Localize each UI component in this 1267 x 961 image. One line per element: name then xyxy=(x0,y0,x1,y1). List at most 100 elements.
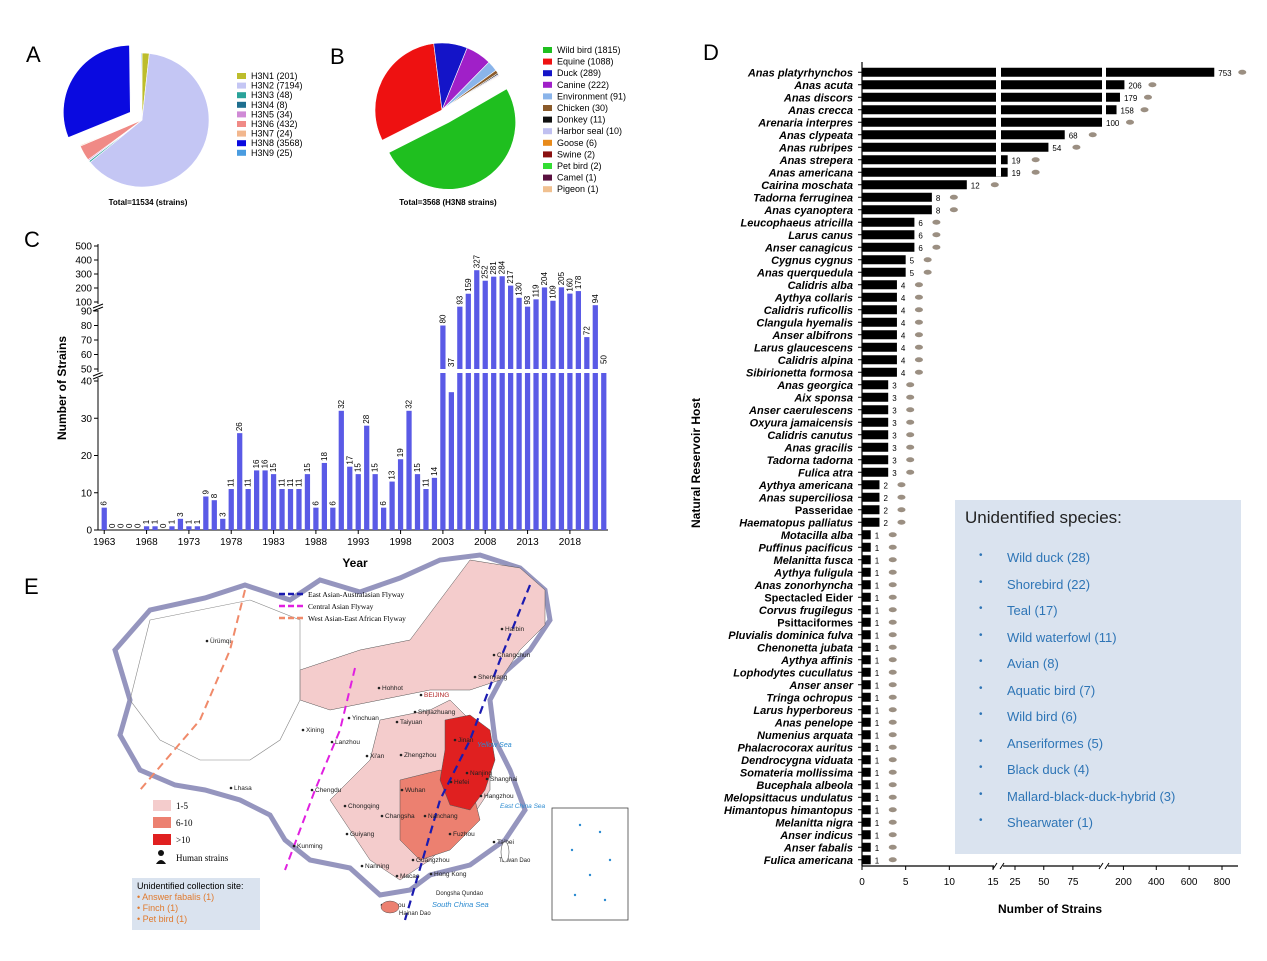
city-dot xyxy=(345,832,349,836)
city-dot xyxy=(485,777,489,781)
city-dot xyxy=(411,858,415,862)
chart-d-data-label-16: 5 xyxy=(910,269,915,278)
bird-icon xyxy=(888,707,897,713)
chart-c-bar-1978 xyxy=(228,489,234,530)
chart-d-bar-63 xyxy=(862,855,871,865)
chart-c-bar-1969 xyxy=(152,526,158,530)
chart-d-data-label-57: 1 xyxy=(875,781,880,790)
chart-d-category-label: Phalacrocorax auritus xyxy=(737,742,853,754)
chart-d-bar-25 xyxy=(862,380,889,390)
chart-d-data-label-32: 3 xyxy=(892,469,897,478)
chart-c-ytick-0: 0 xyxy=(86,526,92,537)
chart-d-bar-50 xyxy=(862,692,871,702)
city-dot xyxy=(205,639,209,643)
chart-c-bar-1980 xyxy=(245,489,251,530)
pie-a-legend-swatch-0 xyxy=(237,73,246,79)
panel-a-letter: A xyxy=(26,42,41,67)
pie-b-legend-swatch-6 xyxy=(543,116,552,123)
bird-icon xyxy=(888,844,897,850)
south-china-sea-inset xyxy=(551,807,629,921)
chart-d-bar-8 xyxy=(862,167,1008,177)
chart-c-data-label-1977: 3 xyxy=(218,512,227,517)
city-dot xyxy=(500,627,504,631)
pie-b-slice-12 xyxy=(441,75,501,111)
chart-d-data-label-35: 2 xyxy=(883,506,888,515)
chart-d-bar-1 xyxy=(862,80,1125,90)
bird-icon xyxy=(1031,157,1040,163)
chart-d-category-label: Anas querquedula xyxy=(756,267,853,279)
city-dot xyxy=(453,738,457,742)
bird-icon xyxy=(906,457,915,463)
chart-d-data-label-62: 1 xyxy=(875,844,880,853)
chart-c-bar-2002 xyxy=(431,477,438,530)
chart-d-bar-5 xyxy=(862,130,1065,140)
chart-d-bar-51 xyxy=(862,705,871,715)
chart-c-data-label-2017: 205 xyxy=(557,271,566,285)
bird-icon xyxy=(888,794,897,800)
bird-icon xyxy=(888,594,897,600)
city-label: Guangzhou xyxy=(416,857,450,864)
chart-c-data-label-1979: 26 xyxy=(235,422,244,431)
chart-c-bar-lower-2021 xyxy=(592,373,598,530)
chart-d-bar-28 xyxy=(862,417,889,427)
chart-d-category-label: Bucephala albeola xyxy=(756,780,853,792)
chart-d-category-label: Aythya americana xyxy=(758,480,853,492)
chart-d-category-label: Haematopus palliatus xyxy=(739,517,853,529)
chart-c-bar-1984 xyxy=(279,489,285,530)
chart-d-xtick-2: 10 xyxy=(944,877,956,888)
chart-c-axis-break-0 xyxy=(93,372,103,378)
island-dongsha: Dongsha Qundao xyxy=(436,891,484,897)
chart-d-bar-47 xyxy=(862,655,871,665)
chart-d-data-label-61: 1 xyxy=(875,831,880,840)
chart-c-data-label-1989: 18 xyxy=(320,452,329,461)
bird-icon xyxy=(906,394,915,400)
bird-icon xyxy=(888,607,897,613)
bird-icon xyxy=(914,319,923,325)
pie-b-legend-swatch-8 xyxy=(543,139,552,146)
bird-icon xyxy=(888,682,897,688)
unidentified-species-title: Unidentified species: xyxy=(965,508,1122,527)
legend-bin-3: >10 xyxy=(176,835,191,845)
bird-icon xyxy=(888,532,897,538)
chart-d-category-label: Arenaria interpres xyxy=(757,117,853,129)
pie-b-legend-label-6: Donkey (11) xyxy=(557,115,605,125)
city-dot xyxy=(347,716,351,720)
chart-d-data-label-7: 19 xyxy=(1012,156,1021,165)
chart-c-break-band xyxy=(99,369,609,373)
chart-c-data-label-2002: 14 xyxy=(430,466,439,475)
chart-d-bar-9 xyxy=(862,180,967,190)
panel-c-letter: C xyxy=(24,227,40,252)
pie-b-legend-label-3: Canine (222) xyxy=(557,80,609,90)
list-item: Aquatic bird (7) xyxy=(979,683,1175,710)
list-item: Avian (8) xyxy=(979,656,1175,683)
chart-d-category-label: Calidris ruficollis xyxy=(764,305,853,317)
hainan-island xyxy=(380,900,400,914)
chart-d-break-gap-0 xyxy=(996,64,1001,177)
city-label: Jinan xyxy=(458,737,474,744)
pie-b-legend-label-10: Pet bird (2) xyxy=(557,161,602,171)
chart-d-data-label-17: 4 xyxy=(901,281,906,290)
bird-icon xyxy=(1143,94,1152,100)
chart-c-bar-lower-2010 xyxy=(499,373,505,530)
city-label: Lanzhou xyxy=(335,739,360,746)
chart-c-xtick-1998: 1998 xyxy=(389,537,412,548)
bird-icon xyxy=(932,244,941,250)
city-label: Fuzhou xyxy=(453,831,475,838)
chart-d-category-label: Himantopus himantopus xyxy=(724,805,853,817)
pie-a-legend-swatch-7 xyxy=(237,140,246,147)
bird-icon xyxy=(906,407,915,413)
pie-a-legend-label-1: H3N2 (7194) xyxy=(251,81,303,91)
chart-d-bar-12 xyxy=(862,217,915,227)
chart-c-bar-1995 xyxy=(372,474,378,530)
chart-d-category-label: Cairina moschata xyxy=(761,180,853,192)
city-label: Xi'an xyxy=(370,753,385,760)
chart-c-bar-2019 xyxy=(575,291,581,369)
chart-d-data-label-6: 54 xyxy=(1052,144,1061,153)
chart-d-bar-41 xyxy=(862,580,871,590)
bird-icon xyxy=(914,357,923,363)
chart-d-category-label: Anas cyanoptera xyxy=(763,205,853,217)
chart-d-data-label-52: 1 xyxy=(875,719,880,728)
chart-c-data-label-1969: 1 xyxy=(151,519,160,524)
city-dot xyxy=(492,840,496,844)
